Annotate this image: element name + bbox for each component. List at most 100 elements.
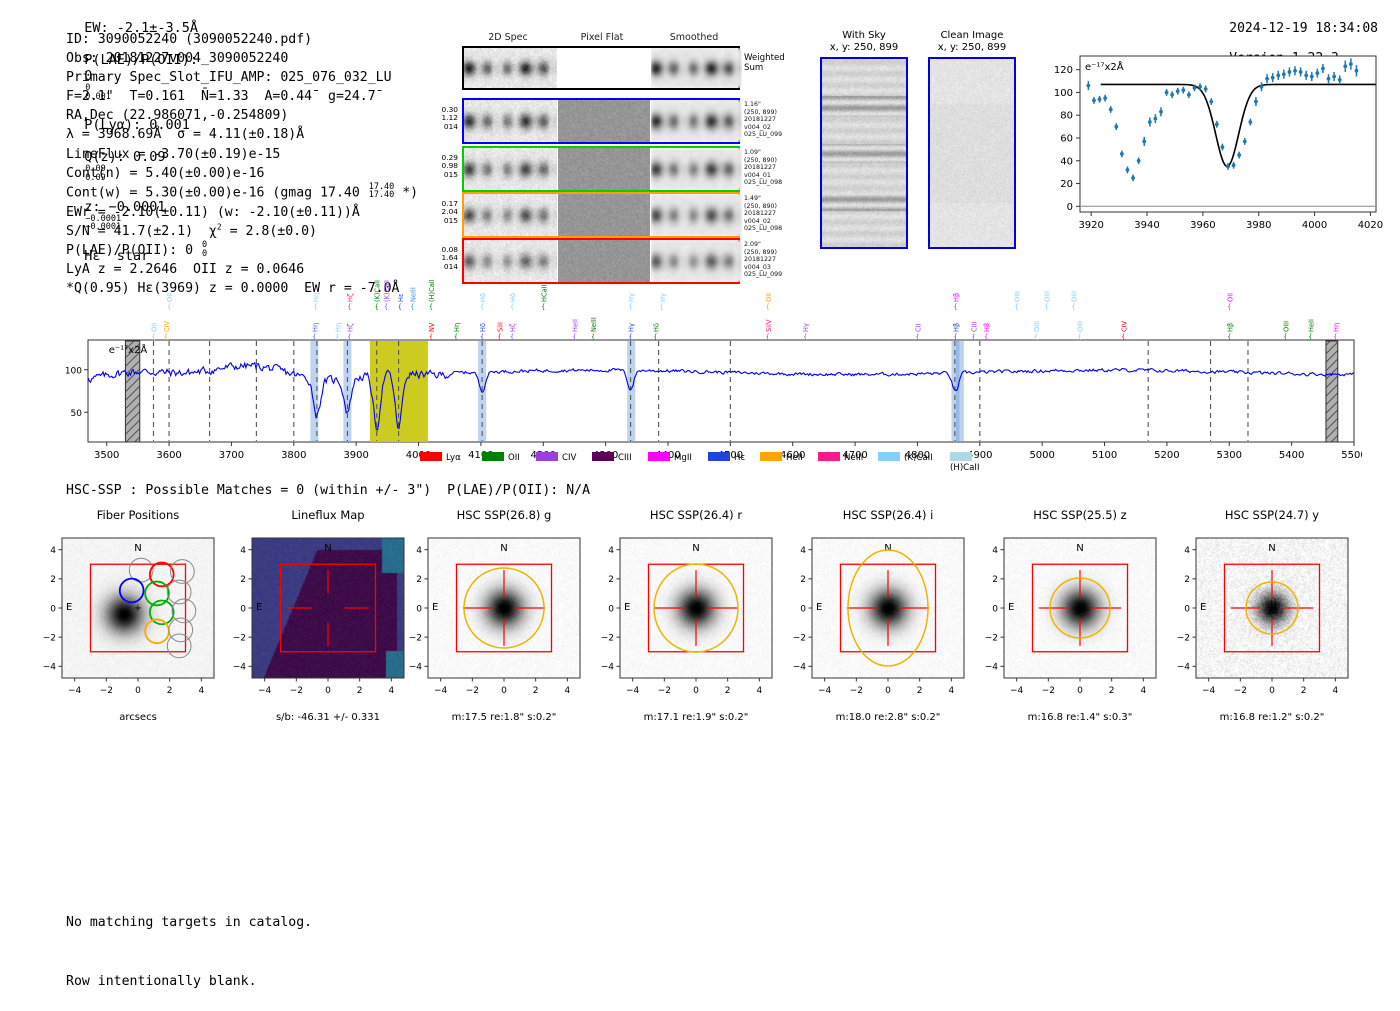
spectrum-line-label-lower: OIII [1033, 321, 1041, 332]
cutout-title-clean-image: Clean Image x, y: 250, 899 [928, 30, 1016, 54]
svg-text:2: 2 [1301, 686, 1307, 696]
spec2d-strip [462, 146, 742, 192]
spectrum-line-label-upper: (K)CaII [383, 280, 391, 302]
spec2d-pixelflat-cell [558, 100, 650, 142]
svg-text:(K)CaII: (K)CaII [374, 280, 382, 302]
legend-swatch [592, 452, 614, 461]
svg-text:SiII: SiII [497, 322, 505, 332]
spectrum-line-label-upper: (H)CaII [428, 279, 436, 302]
svg-text:5000: 5000 [1029, 450, 1054, 461]
svg-text:4: 4 [240, 546, 246, 556]
svg-text:(H)CaII: (H)CaII [428, 279, 436, 302]
legend-swatch [536, 452, 558, 461]
spectrum-line-label-upper: OII [1226, 293, 1234, 302]
svg-text:{: { [541, 303, 545, 311]
source-ellipse [653, 563, 739, 653]
svg-text:{: { [1121, 333, 1125, 341]
panel-5-plot: N E −4 −4 −2 −2 0 0 2 2 4 4 [985, 537, 1157, 696]
svg-text:HeII: HeII [571, 319, 579, 332]
cutout-frame-clean-image [928, 57, 1016, 249]
weighted-sum-label: Weighted Sum [744, 53, 785, 73]
svg-text:{: { [803, 333, 807, 341]
cutout-coords: x, y: 250, 899 [829, 42, 899, 53]
spec2d-smoothed-cell [651, 194, 742, 236]
svg-text:{: { [915, 333, 919, 341]
legend-label: CIII [618, 453, 632, 463]
footer-line-2: Row intentionally blank. [66, 973, 257, 989]
svg-text:{: { [398, 303, 402, 311]
panel-1-plot: N E −4 −4 −2 −2 0 0 2 2 4 4 [233, 537, 405, 696]
compass-north-label: N [1268, 543, 1275, 554]
svg-text:{: { [375, 303, 379, 311]
twod-spec-panel: 2D Spec Pixel Flat Smoothed Weighted Sum 0.30… [432, 32, 792, 284]
svg-text:{: { [1044, 303, 1048, 311]
svg-text:−2: −2 [601, 633, 614, 643]
svg-text:−4: −4 [1177, 663, 1191, 673]
header-summary-line: EW: -2.1±-3.5Å P(LAE)/P(OII): 0 0 0.001 P… [68, 4, 198, 264]
source-ellipse [1245, 581, 1299, 635]
svg-text:Hδ: Hδ [509, 293, 517, 302]
svg-text:80: 80 [1060, 111, 1073, 122]
crosshair [462, 570, 546, 646]
panel-caption-3: m:17.1 re:1.9" s:0.2" [643, 712, 749, 723]
svg-text:−2: −2 [290, 686, 303, 696]
svg-text:3600: 3600 [156, 450, 181, 461]
spectrum-line-label-lower: Hη [311, 323, 319, 332]
svg-text:2: 2 [533, 686, 539, 696]
svg-text:−4: −4 [68, 686, 82, 696]
info-id: ID: 3090052240 (3090052240.pdf) [66, 32, 313, 47]
legend-swatch [708, 452, 730, 461]
spec2d-strip [462, 98, 742, 144]
spec2d-pixelflat-cell [558, 194, 650, 236]
legend-label: HeII [786, 453, 803, 463]
info-primary-slot: Primary Spec_Slot_IFU_AMP: 025_076_032_L… [66, 70, 392, 86]
crosshair [846, 570, 930, 646]
spectrum-line-label-lower: SiIV [765, 319, 773, 332]
spectrum-line-label-upper: Hγ [659, 293, 667, 302]
line-marker-band [627, 341, 636, 442]
svg-text:{: { [1308, 333, 1312, 341]
svg-text:{: { [1034, 333, 1038, 341]
spec2d-row-left-labels: 0.30 1.12 014 [441, 105, 458, 131]
spectrum-line-label-upper: OII [765, 293, 773, 302]
legend-item-kcaii: (K)CaII [878, 452, 933, 463]
compass-east-label: E [66, 602, 72, 613]
svg-text:CIV: CIV [1120, 320, 1128, 332]
spectrum-line-label-lower: Hβ [953, 323, 961, 332]
hsc-ssp-header: HSC-SSP : Possible Matches = 0 (within +… [66, 483, 591, 498]
svg-text:{: { [410, 303, 414, 311]
svg-text:{: { [1015, 303, 1019, 311]
svg-text:{: { [480, 303, 484, 311]
svg-text:0: 0 [50, 604, 56, 614]
svg-text:Hη: Hη [313, 293, 321, 302]
svg-text:−4: −4 [434, 686, 448, 696]
info-seeing: F=2.1" T=0.161 N̄=1.33 A=0.44̄ g=24.7̄ [66, 89, 376, 105]
fiber-circle [148, 561, 175, 588]
spec2d-row-left-labels: 0.29 0.98 015 [441, 153, 458, 179]
svg-text:NV: NV [428, 322, 436, 332]
cutout-images-panel: With Sky x, y: 250, 899 Clean Image x, y: 2… [820, 30, 1020, 260]
svg-text:{: { [429, 333, 433, 341]
svg-text:−2: −2 [409, 633, 422, 643]
svg-text:Hη: Hη [453, 323, 461, 332]
info-cont-w: Cont(w) = 5.30(±0.00)e-16 (gmag 17.40 17… [66, 181, 419, 201]
panel-caption-2: m:17.5 re:1.8" s:0.2" [451, 712, 557, 723]
spectrum-line-label-lower: HeII [1307, 319, 1315, 332]
masked-region [1325, 340, 1339, 443]
svg-text:NeIII: NeIII [590, 317, 598, 332]
svg-text:Hε: Hε [397, 293, 405, 302]
header-qz-range: 0.09 0.09 [85, 164, 106, 183]
compass-north-label: N [134, 543, 141, 554]
svg-text:0: 0 [240, 604, 246, 614]
svg-text:4: 4 [756, 686, 762, 696]
spectrum-line-label-lower: OIII [1282, 321, 1290, 332]
timestamp-text: 2024-12-19 18:34:08 [1229, 21, 1378, 36]
spectrum-line-label-upper: Hε [397, 293, 405, 302]
spectrum-line-label-upper: NeIII [409, 287, 417, 302]
spec2d-row-right-labels: 1.09" (250, 890) 20181227 v004_01 025_LU_098 [744, 149, 783, 186]
svg-text:2: 2 [608, 575, 614, 585]
svg-text:−2: −2 [233, 633, 246, 643]
svg-text:{: { [1227, 303, 1231, 311]
legend-label: NeIII [844, 453, 864, 463]
